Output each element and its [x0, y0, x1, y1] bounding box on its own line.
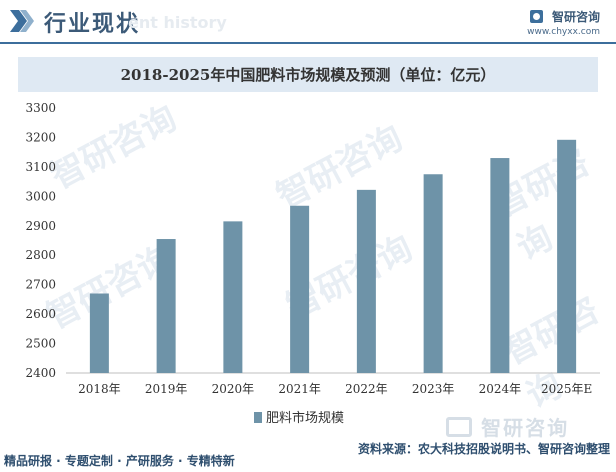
bar [290, 205, 310, 373]
brand-logo-icon [529, 10, 543, 23]
footer-logo: 智研咨询 [446, 412, 569, 441]
legend-label: 肥料市场规模 [266, 410, 344, 426]
footer-tagline: 精品研报 · 专题定制 · 产研服务 · 专精特新 [4, 454, 235, 468]
y-tick-label: 3100 [25, 160, 56, 174]
legend-swatch [254, 412, 262, 423]
brand: 智研咨询 www.chyxx.com [527, 6, 600, 37]
y-tick-label: 3000 [25, 189, 56, 203]
x-tick-label: 2020年 [212, 382, 255, 396]
y-tick-label: 2600 [25, 307, 56, 321]
footer-logo-text: 智研咨询 [481, 416, 570, 440]
bar [356, 189, 376, 373]
bar [89, 293, 109, 373]
y-tick-label: 2400 [25, 366, 56, 380]
bar [490, 158, 510, 373]
header-ghost-text: ent history [128, 13, 227, 32]
bar [423, 174, 443, 373]
x-tick-label: 2024年 [479, 382, 522, 396]
y-tick-label: 2900 [25, 219, 56, 233]
bar [223, 221, 243, 373]
bar [557, 139, 577, 373]
source-text: 资料来源：农大科技招股说明书、智研咨询整理 [357, 442, 610, 456]
x-tick-label: 2018年 [78, 382, 121, 396]
header: 行业现状 ent history 智研咨询 www.chyxx.com [0, 0, 616, 42]
y-tick-label: 2500 [25, 337, 56, 351]
y-tick-label: 2700 [25, 278, 56, 292]
y-tick-label: 2800 [25, 248, 56, 262]
x-tick-label: 2021年 [278, 382, 321, 396]
double-chevron-icon [10, 10, 34, 32]
chart-title: 2018-2025年中国肥料市场规模及预测（单位：亿元） [120, 66, 496, 84]
x-tick-label: 2023年 [412, 382, 455, 396]
y-tick-label: 3200 [25, 130, 56, 144]
x-tick-label: 2022年 [345, 382, 388, 396]
chart-title-band: 2018-2025年中国肥料市场规模及预测（单位：亿元） [18, 57, 598, 92]
brand-name: 智研咨询 [551, 10, 600, 24]
x-tick-label: 2019年 [145, 382, 188, 396]
header-divider [0, 42, 616, 44]
y-tick-label: 3300 [25, 101, 56, 115]
brand-url: www.chyxx.com [527, 27, 600, 37]
x-tick-label: 2025年E [541, 382, 592, 396]
section-title: 行业现状 [44, 11, 141, 37]
bar [156, 239, 176, 373]
footer-logo-icon [446, 416, 472, 437]
